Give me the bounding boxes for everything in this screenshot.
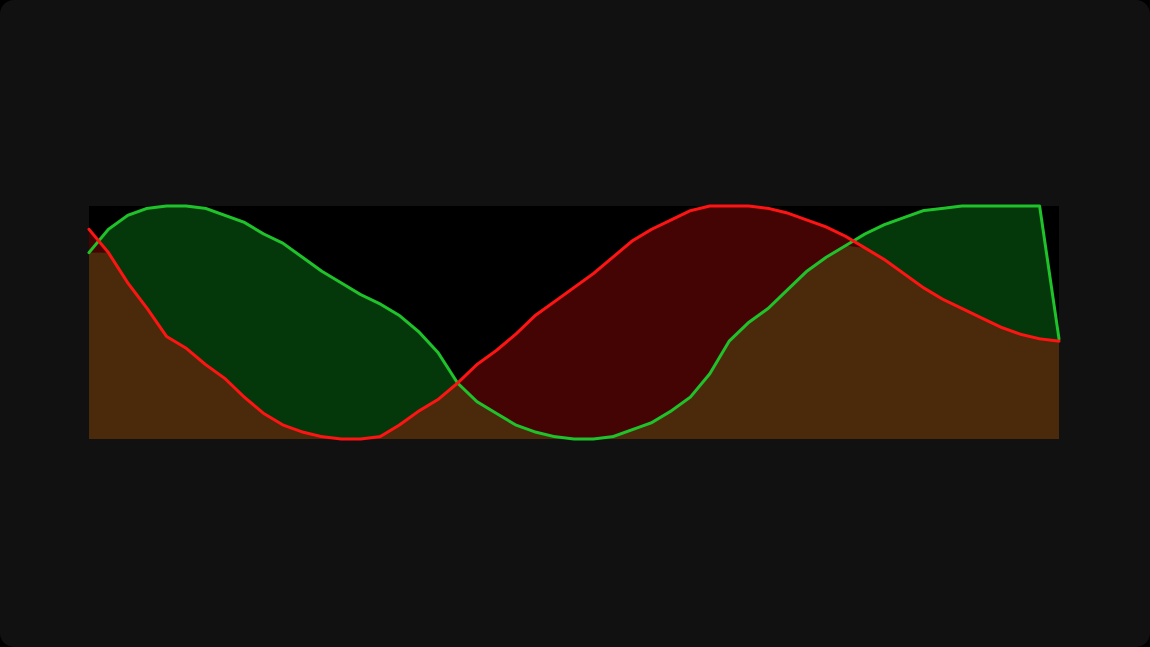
chart-container xyxy=(86,203,1062,442)
area-chart xyxy=(86,203,1062,442)
series-1-line xyxy=(87,204,1061,441)
series-lines xyxy=(87,204,1061,441)
series-2-line xyxy=(87,204,1061,441)
overlap-area xyxy=(89,245,1059,439)
